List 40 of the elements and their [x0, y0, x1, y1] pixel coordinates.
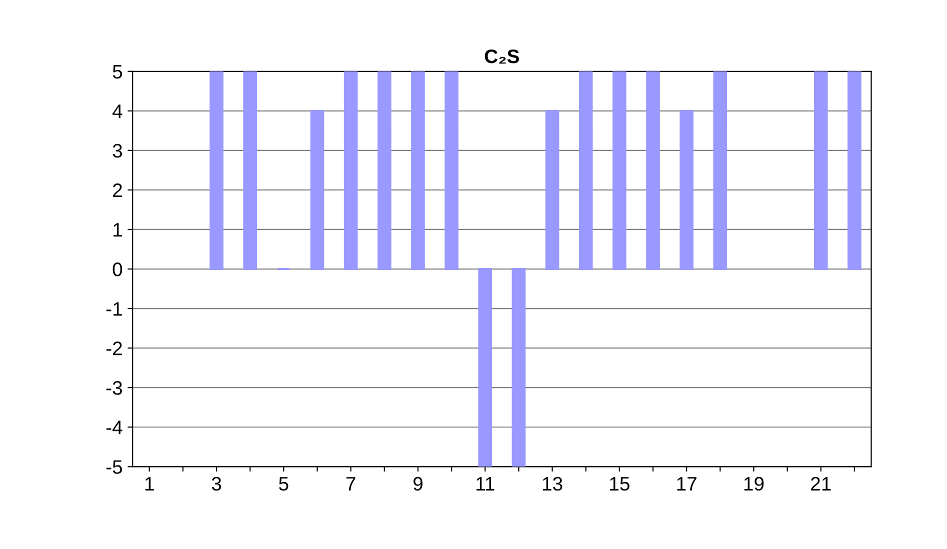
bar: [478, 268, 492, 467]
x-tick-label: 19: [744, 476, 764, 491]
bar: [578, 71, 593, 270]
y-tick-label: 3: [112, 144, 122, 158]
x-tick-label: 3: [212, 476, 222, 491]
bar: [545, 110, 560, 270]
bar: [848, 71, 862, 270]
x-tick-label: 7: [346, 477, 356, 490]
bar: [646, 71, 660, 270]
x-tick-label: 1: [145, 477, 154, 490]
bar: [444, 71, 458, 270]
bar: [310, 110, 324, 270]
y-tick-label: -2: [106, 342, 122, 356]
bar: [377, 71, 392, 270]
bar: [680, 110, 694, 270]
y-tick-label: 0: [112, 262, 122, 276]
y-tick-label: -4: [106, 420, 122, 434]
x-tick-label: 11: [476, 477, 494, 490]
bar: [612, 71, 626, 270]
x-tick-label: 15: [610, 477, 630, 491]
x-tick-label: 21: [811, 476, 831, 490]
x-tick-label: 17: [677, 477, 696, 490]
y-tick-label: -1: [106, 302, 122, 316]
bar: [243, 71, 258, 270]
x-tick-label: 13: [542, 476, 562, 491]
bar: [512, 268, 526, 467]
x-tick-label: 9: [413, 476, 422, 491]
chart-title: C₂S: [484, 49, 519, 64]
y-tick-label: -3: [106, 381, 122, 395]
x-tick-label: 5: [279, 477, 288, 491]
bar: [210, 71, 224, 270]
y-tick-label: 1: [114, 223, 122, 237]
y-tick-label: -5: [106, 460, 122, 474]
y-tick-label: 4: [112, 104, 122, 118]
bar: [344, 71, 358, 270]
y-tick-label: 2: [113, 183, 122, 197]
bar: [411, 71, 425, 270]
y-tick-label: 5: [112, 65, 122, 79]
bar: [713, 71, 728, 270]
bar: [814, 71, 828, 270]
